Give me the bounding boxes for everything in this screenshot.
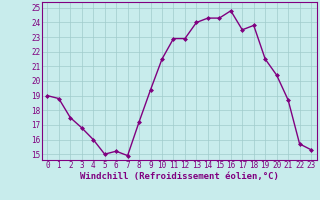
X-axis label: Windchill (Refroidissement éolien,°C): Windchill (Refroidissement éolien,°C) [80, 172, 279, 181]
